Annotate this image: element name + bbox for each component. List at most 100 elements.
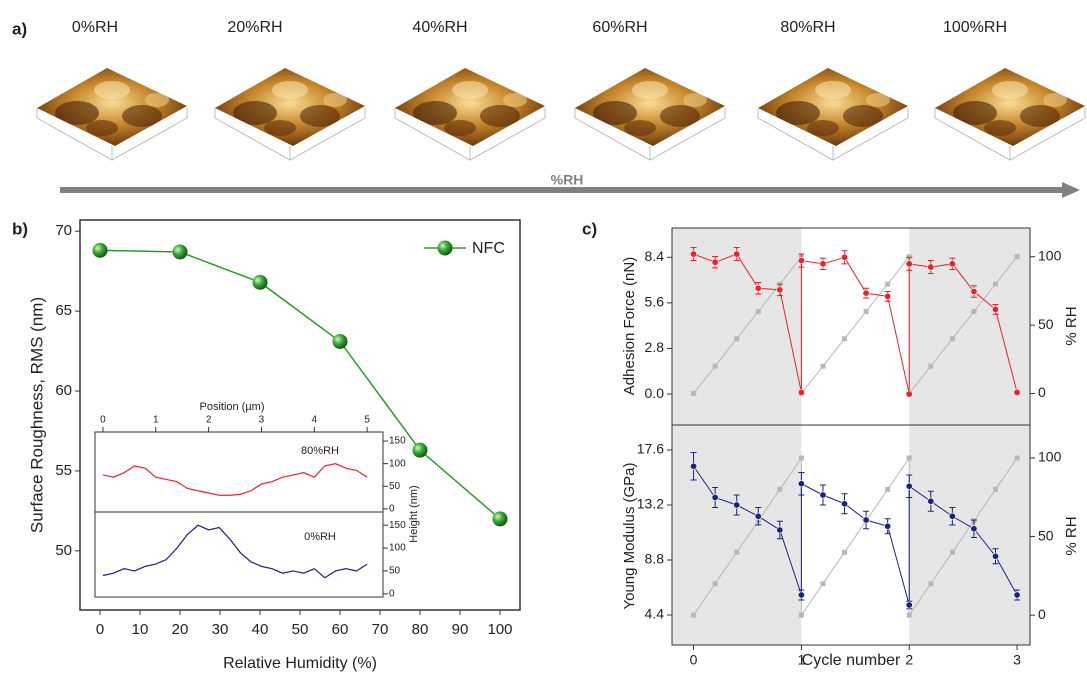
afm-image xyxy=(934,68,1086,161)
x-tick-label: 0 xyxy=(96,621,104,638)
x-tick-label: 3 xyxy=(1013,652,1021,668)
data-point xyxy=(1014,254,1020,260)
y-tick-label: 0 xyxy=(1038,384,1046,400)
data-point xyxy=(820,581,826,587)
data-point xyxy=(970,525,978,533)
afm-feature xyxy=(624,120,656,136)
afm-feature xyxy=(683,93,707,107)
shaded-range xyxy=(909,425,1030,645)
data-point xyxy=(412,442,428,458)
image-label: 60%RH xyxy=(592,19,647,36)
data-point xyxy=(970,287,978,295)
inset-y-label: Height (nm) xyxy=(408,485,420,542)
afm-surface xyxy=(935,68,1085,146)
rh-arrow-head xyxy=(1062,182,1080,198)
data-line xyxy=(102,524,368,579)
afm-feature xyxy=(145,93,169,107)
data-point xyxy=(991,552,999,560)
y-tick-label: 100 xyxy=(1038,449,1062,465)
afm-texture xyxy=(953,81,1067,136)
y-tick-label: 100 xyxy=(389,543,406,554)
x-tick-label: 2 xyxy=(206,415,212,426)
afm-surface xyxy=(758,68,908,146)
data-point xyxy=(1014,455,1020,461)
data-point xyxy=(885,486,891,492)
afm-feature xyxy=(843,105,883,127)
y-tick-label: 0 xyxy=(389,503,395,514)
inset-annotation: 0%RH xyxy=(304,531,336,543)
y-axis-label: Adhesion Force (nN) xyxy=(621,257,638,395)
data-point xyxy=(777,486,783,492)
plot-frame xyxy=(94,511,384,598)
x-tick-label: 4 xyxy=(312,415,318,426)
afm-feature xyxy=(272,81,308,99)
y-tick-label: 150 xyxy=(389,436,406,447)
data-point xyxy=(820,363,826,369)
data-point xyxy=(776,286,784,294)
data-point xyxy=(797,257,805,265)
afm-surface xyxy=(215,68,365,146)
y-tick-label: 5.6 xyxy=(645,294,665,310)
y2-axis-label: % RH xyxy=(1063,306,1080,345)
data-point xyxy=(1013,388,1021,396)
data-point xyxy=(755,308,761,314)
x-tick-label: 2 xyxy=(905,652,913,668)
y-tick-label: 60 xyxy=(55,382,72,399)
afm-feature xyxy=(1043,93,1067,107)
image-label: 80%RH xyxy=(780,19,835,36)
data-point xyxy=(841,500,849,508)
x-tick-label: 30 xyxy=(212,621,229,638)
afm-feature xyxy=(660,105,700,127)
data-point xyxy=(948,260,956,268)
afm-feature xyxy=(86,120,118,136)
y-tick-label: 50 xyxy=(1038,527,1054,543)
data-point xyxy=(819,260,827,268)
panel-label: a) xyxy=(12,19,27,38)
y-tick-label: 70 xyxy=(55,222,72,239)
afm-feature xyxy=(953,101,997,125)
afm-feature xyxy=(776,101,820,125)
afm-feature xyxy=(593,101,637,125)
data-point xyxy=(819,491,827,499)
y-tick-label: 65 xyxy=(55,302,72,319)
data-point xyxy=(971,308,977,314)
data-line xyxy=(99,249,501,520)
data-line xyxy=(693,253,1018,395)
afm-feature xyxy=(122,105,162,127)
y-tick-label: 0.0 xyxy=(645,385,665,401)
data-point xyxy=(884,292,892,300)
data-point xyxy=(711,258,719,266)
data-point xyxy=(862,516,870,524)
data-point xyxy=(754,284,762,292)
data-point xyxy=(905,482,913,490)
data-point xyxy=(733,250,741,258)
y-tick-label: 8.8 xyxy=(645,551,665,567)
data-point xyxy=(905,601,913,609)
afm-feature xyxy=(984,120,1016,136)
y-tick-label: 150 xyxy=(389,520,406,531)
afm-image xyxy=(36,68,188,161)
data-point xyxy=(842,336,848,342)
data-point xyxy=(906,455,912,461)
data-point xyxy=(712,581,718,587)
afm-feature xyxy=(444,120,476,136)
data-point xyxy=(906,612,912,618)
plot-frame xyxy=(671,424,1031,646)
panel-label: c) xyxy=(582,219,597,238)
data-point xyxy=(905,390,913,398)
data-point xyxy=(711,493,719,501)
plot-frame xyxy=(79,219,521,611)
image-label: 0%RH xyxy=(72,19,118,36)
afm-feature xyxy=(55,101,99,125)
data-point xyxy=(927,263,935,271)
data-point xyxy=(905,260,913,268)
x-tick-label: 3 xyxy=(259,415,265,426)
data-point xyxy=(927,497,935,505)
afm-feature xyxy=(264,120,296,136)
afm-feature xyxy=(94,81,130,99)
data-point xyxy=(798,455,804,461)
y-tick-label: 50 xyxy=(1038,316,1054,332)
inset-x-label: Position (µm) xyxy=(199,401,264,413)
x-tick-label: 1 xyxy=(797,652,805,668)
